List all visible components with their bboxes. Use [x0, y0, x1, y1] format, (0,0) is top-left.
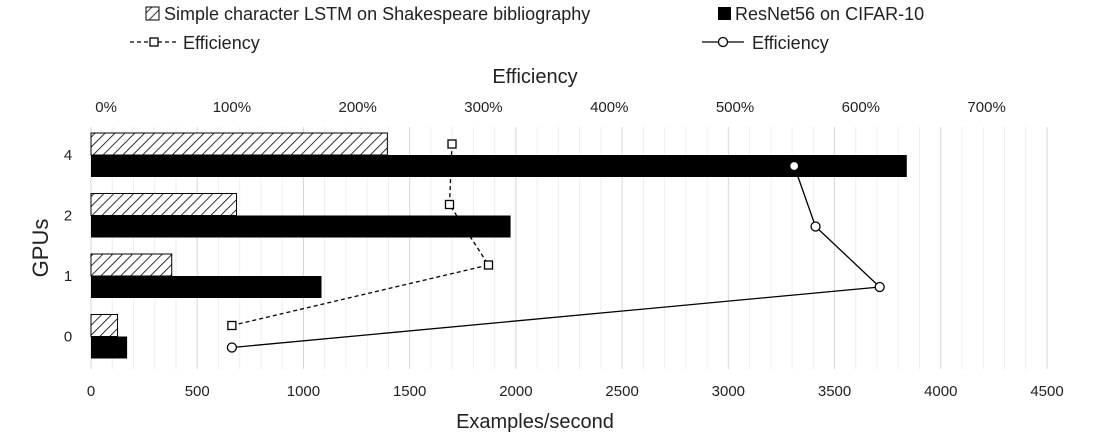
bar-lstm-gpu-1	[90, 253, 173, 277]
x-tick-label: 500	[185, 383, 210, 400]
legend-label-lstm: Simple character LSTM on Shakespeare bib…	[164, 4, 590, 24]
x2-tick-label: 300%	[464, 99, 502, 116]
legend-marker-circle	[717, 36, 729, 48]
legend-swatch-resnet	[718, 7, 731, 20]
efficiency-marker-resnet-gpu-4	[789, 160, 800, 172]
y-tick-label: 2	[64, 208, 72, 225]
x-tick-label: 0	[87, 383, 95, 400]
x2-tick-label: 0%	[95, 99, 117, 116]
legend-label-resnet-efficiency: Efficiency	[752, 33, 829, 53]
bar-resnet-gpu-2	[91, 215, 511, 238]
efficiency-marker-lstm-gpu-2	[444, 199, 455, 210]
x2-tick-label: 600%	[842, 99, 880, 116]
efficiency-marker-resnet-gpu-2	[810, 221, 821, 232]
bar-lstm-gpu-0	[90, 314, 119, 337]
bar-resnet-gpu-0	[91, 336, 128, 359]
efficiency-marker-resnet-gpu-0	[226, 342, 238, 353]
bar-lstm-gpu-2	[90, 193, 238, 216]
x2-tick-label: 500%	[716, 99, 754, 116]
efficiency-line-resnet	[231, 165, 882, 349]
x-tick-label: 2500	[605, 383, 638, 400]
legend-marker-square	[149, 37, 159, 47]
efficiency-marker-lstm-gpu-0	[227, 320, 237, 331]
legend-label-resnet: ResNet56 on CIFAR-10	[735, 4, 924, 24]
efficiency-marker-resnet-gpu-1	[874, 281, 885, 293]
x-tick-label: 3000	[712, 383, 745, 400]
bar-resnet-gpu-4	[91, 155, 907, 177]
x2-tick-label: 400%	[590, 99, 628, 116]
x-tick-label: 4000	[924, 383, 957, 400]
x2-tick-label: 700%	[967, 99, 1005, 116]
x-tick-label: 1000	[287, 383, 320, 400]
y-tick-label: 0	[64, 329, 72, 346]
x-tick-label: 3500	[818, 383, 851, 400]
bar-resnet-gpu-1	[91, 276, 322, 298]
x2-tick-label: 100%	[213, 99, 251, 116]
legend-swatch-lstm	[145, 6, 160, 21]
efficiency-line-lstm	[231, 143, 490, 327]
y-axis-title: GPUs	[28, 219, 53, 278]
x2-tick-label: 200%	[338, 99, 376, 116]
legend-label-lstm-efficiency: Efficiency	[183, 33, 260, 53]
x2-axis-title: Efficiency	[492, 66, 577, 88]
efficiency-marker-lstm-gpu-4	[447, 139, 457, 149]
bar-lstm-gpu-4	[90, 132, 388, 156]
x-axis-title: Examples/second	[456, 411, 614, 433]
efficiency-marker-lstm-gpu-1	[483, 260, 494, 270]
y-tick-label: 1	[64, 268, 72, 285]
x-tick-label: 1500	[393, 383, 426, 400]
x-tick-label: 2000	[499, 383, 532, 400]
y-tick-label: 4	[64, 147, 72, 164]
x-tick-label: 4500	[1030, 383, 1063, 400]
